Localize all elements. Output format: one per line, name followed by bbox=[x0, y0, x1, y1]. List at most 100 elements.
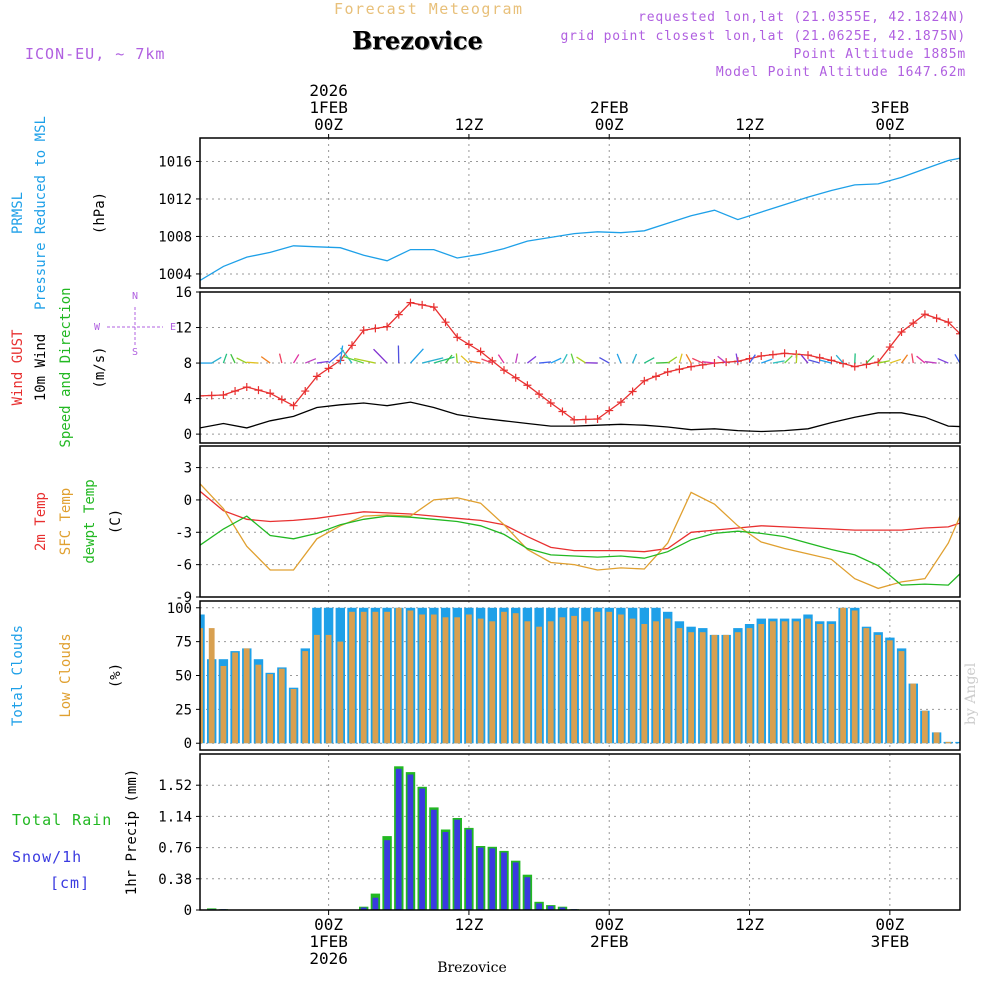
bar-low-clouds bbox=[851, 610, 858, 744]
bar-low-clouds bbox=[840, 607, 846, 744]
compass-west: W bbox=[94, 322, 101, 333]
model-point-altitude: Model Point Altitude 1647.62m bbox=[715, 65, 966, 80]
bar-low-clouds bbox=[933, 732, 940, 744]
gust-marker bbox=[944, 318, 953, 327]
wind-direction-arrow bbox=[292, 354, 300, 364]
bar-snow-1h bbox=[547, 905, 554, 910]
bar-snow-1h bbox=[430, 809, 437, 910]
panel-label: Speed and Direction bbox=[58, 287, 74, 447]
gust-marker bbox=[535, 390, 544, 399]
bar-low-clouds bbox=[243, 648, 250, 744]
bar-low-clouds bbox=[981, 741, 987, 744]
bottom-time-label: 00Z bbox=[595, 915, 624, 934]
bar-low-clouds bbox=[220, 666, 227, 744]
meteogram-title: Forecast Meteogram bbox=[334, 0, 524, 18]
gust-marker bbox=[406, 298, 415, 307]
bar-low-clouds bbox=[407, 610, 414, 744]
wind-direction-arrow bbox=[749, 354, 756, 364]
gust-marker bbox=[722, 358, 731, 367]
wind-direction-arrow bbox=[916, 355, 926, 364]
gust-marker bbox=[289, 401, 298, 410]
bar-low-clouds bbox=[442, 617, 449, 744]
compass-north: N bbox=[132, 291, 138, 302]
gust-marker bbox=[675, 365, 684, 374]
top-time-label: 00Z bbox=[314, 115, 343, 134]
gust-marker bbox=[523, 381, 532, 390]
wind-direction-arrow bbox=[678, 353, 683, 364]
gust-marker bbox=[862, 360, 871, 369]
gust-marker bbox=[839, 359, 848, 368]
panel-label: 1hr Precip (mm) bbox=[124, 769, 140, 895]
bar-low-clouds bbox=[723, 634, 729, 744]
wind-direction-arrow bbox=[421, 357, 444, 364]
wind-direction-arrow bbox=[316, 360, 329, 364]
grid-point-coords: grid point closest lon,lat (21.0625E, 42… bbox=[560, 29, 966, 44]
bar-low-clouds bbox=[512, 613, 519, 744]
y-tick-label: 0 bbox=[184, 903, 192, 919]
bar-low-clouds bbox=[688, 632, 694, 744]
wind-direction-arrow bbox=[230, 353, 236, 364]
bar-low-clouds bbox=[629, 618, 636, 744]
bar-low-clouds bbox=[430, 614, 437, 744]
y-tick-label: 100 bbox=[167, 601, 192, 617]
wind-direction-arrow bbox=[735, 353, 739, 364]
gust-marker bbox=[640, 376, 649, 385]
bottom-time-label: 2FEB bbox=[590, 932, 629, 951]
wind-direction-arrow bbox=[795, 353, 798, 364]
y-tick-label: 3 bbox=[184, 461, 192, 477]
y-tick-label: 1004 bbox=[158, 267, 192, 283]
gust-marker bbox=[920, 310, 929, 319]
bar-low-clouds bbox=[419, 614, 425, 744]
gust-marker bbox=[932, 314, 941, 323]
wind-direction-arrow bbox=[954, 354, 960, 364]
wind-direction-arrow bbox=[819, 359, 832, 364]
bar-snow-1h bbox=[454, 819, 461, 910]
bar-low-clouds bbox=[501, 611, 507, 744]
gust-marker bbox=[780, 349, 789, 358]
bar-total-clouds bbox=[990, 674, 999, 743]
wind-direction-arrow bbox=[211, 356, 222, 364]
y-tick-label: 16 bbox=[175, 285, 192, 301]
gust-marker bbox=[768, 350, 777, 359]
wind-direction-arrow bbox=[937, 357, 949, 364]
bottom-time-label: 1FEB bbox=[309, 932, 348, 951]
series-line-dewpt-temp bbox=[200, 515, 960, 586]
series-group-clouds bbox=[200, 607, 999, 744]
wind-direction-arrow bbox=[772, 360, 785, 364]
gust-marker bbox=[348, 341, 356, 350]
bottom-time-label: 12Z bbox=[735, 915, 764, 934]
panel-frame bbox=[199, 137, 961, 289]
panel-label: (m/s) bbox=[92, 346, 108, 388]
bar-low-clouds bbox=[875, 634, 881, 744]
series-line-2m-temp bbox=[200, 490, 960, 553]
bar-snow-1h bbox=[466, 829, 472, 910]
panel-temperature: -9 -6 -3 0 3 2m Temp SFC Temp dewpt Temp (C) bbox=[33, 445, 961, 606]
wind-direction-arrow bbox=[632, 353, 638, 364]
wind-direction-arrow bbox=[561, 353, 568, 364]
bar-low-clouds bbox=[816, 624, 823, 744]
gust-marker bbox=[242, 383, 251, 392]
gust-marker bbox=[500, 366, 508, 375]
gust-marker bbox=[441, 318, 450, 327]
bar-low-clouds bbox=[781, 621, 788, 744]
wind-direction-arrow bbox=[550, 357, 562, 364]
y-tick-label: 0 bbox=[184, 736, 192, 752]
wind-direction-arrow bbox=[692, 357, 704, 364]
gust-marker bbox=[663, 367, 672, 376]
wind-direction-arrow bbox=[445, 354, 453, 364]
y-tick-label: 0.38 bbox=[158, 872, 192, 888]
wind-direction-arrow bbox=[576, 356, 587, 364]
panel-label: Total Rain bbox=[12, 811, 112, 829]
bar-low-clouds bbox=[454, 617, 461, 744]
panel-pressure: 1004 1008 1012 1016 PRMSL Pressure Reduced to… bbox=[10, 116, 961, 310]
gust-marker bbox=[312, 372, 321, 381]
bar-snow-1h bbox=[524, 877, 531, 910]
bar-low-clouds bbox=[524, 621, 531, 744]
bar-low-clouds bbox=[594, 611, 601, 744]
wind-direction-arrow bbox=[481, 358, 493, 364]
series-line-10m-wind bbox=[200, 401, 960, 433]
wind-direction-arrow bbox=[911, 353, 914, 364]
bar-snow-1h bbox=[372, 897, 379, 910]
y-tick-label: 1.14 bbox=[158, 809, 192, 825]
